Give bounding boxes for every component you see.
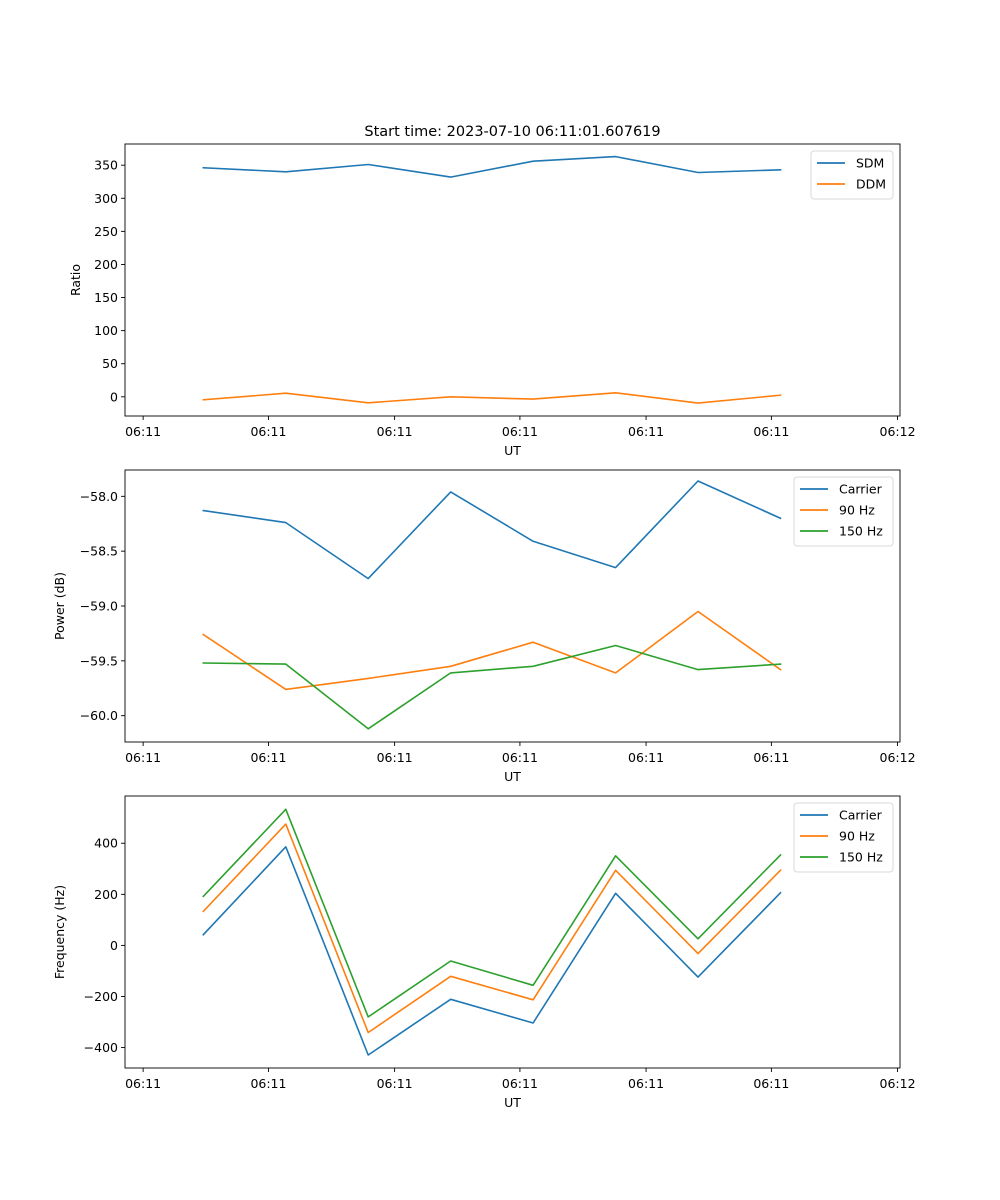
x-tick-label: 06:11 (628, 424, 664, 439)
y-tick-label: 300 (94, 191, 118, 206)
y-tick-label: 200 (94, 887, 118, 902)
x-tick-label: 06:11 (628, 1076, 664, 1091)
x-tick-label: 06:11 (502, 424, 538, 439)
x-tick-label: 06:11 (502, 1076, 538, 1091)
y-tick-label: 250 (94, 224, 118, 239)
legend-label: 90 Hz (839, 503, 875, 518)
x-tick-label: 06:11 (502, 750, 538, 765)
series-line-150-hz (202, 808, 782, 1018)
y-tick-label: −400 (84, 1040, 118, 1055)
y-tick-label: −200 (84, 989, 118, 1004)
y-tick-label: 0 (110, 938, 118, 953)
x-tick-label: 06:11 (377, 424, 413, 439)
legend-box (793, 476, 894, 547)
x-tick-label: 06:11 (125, 424, 161, 439)
series-line-150-hz (202, 644, 782, 730)
x-tick-label: 06:12 (880, 1076, 916, 1091)
series-line-carrier (202, 845, 782, 1056)
series-line-ddm (202, 391, 782, 404)
x-tick-label: 06:11 (753, 424, 789, 439)
y-axis-label: Frequency (Hz) (52, 885, 67, 979)
x-axis-label: UT (504, 443, 521, 458)
y-axis-label: Ratio (68, 264, 83, 296)
y-tick-label: −59.5 (80, 653, 118, 668)
x-tick-label: 06:11 (753, 750, 789, 765)
x-tick-label: 06:11 (250, 424, 286, 439)
x-tick-label: 06:11 (377, 1076, 413, 1091)
y-tick-label: 350 (94, 158, 118, 173)
power-panel: −60.0 −59.5 −59.0 −58.5 −58.0 06:11 06:11 06:11… (52, 469, 916, 784)
y-tick-label: 200 (94, 257, 118, 272)
legend-label: 90 Hz (839, 829, 875, 844)
x-tick-label: 06:11 (753, 1076, 789, 1091)
y-tick-label: −59.0 (80, 599, 118, 614)
legend-label: 150 Hz (839, 850, 883, 865)
y-tick-label: 0 (110, 389, 118, 404)
y-tick-label: 100 (94, 323, 118, 338)
x-tick-label: 06:12 (880, 424, 916, 439)
x-tick-label: 06:11 (628, 750, 664, 765)
x-axis-label: UT (504, 1095, 521, 1110)
legend-label: DDM (856, 177, 886, 192)
y-axis-label: Power (dB) (52, 572, 67, 640)
x-tick-label: 06:11 (250, 1076, 286, 1091)
figure-title: Start time: 2023-07-10 06:11:01.607619 (364, 124, 660, 140)
axes-frame (124, 143, 901, 417)
legend: Carrier 90 Hz 150 Hz (793, 802, 894, 873)
legend-label: SDM (856, 156, 884, 171)
x-tick-label: 06:11 (377, 750, 413, 765)
x-tick-label: 06:11 (125, 750, 161, 765)
axes-frame (124, 795, 901, 1069)
y-tick-label: 400 (94, 836, 118, 851)
legend: SDM DDM (810, 150, 894, 200)
y-tick-label: −58.5 (80, 544, 118, 559)
series-line-carrier (202, 480, 782, 580)
legend: Carrier 90 Hz 150 Hz (793, 476, 894, 547)
y-tick-label: 150 (94, 290, 118, 305)
frequency-panel: −400 −200 0 200 400 06:11 06:11 06:11 06:11 06:11… (52, 795, 916, 1110)
y-tick-label: 50 (102, 356, 118, 371)
series-line-90-hz (202, 610, 782, 691)
axes-frame (124, 469, 901, 743)
y-tick-label: −60.0 (80, 708, 118, 723)
x-tick-label: 06:11 (250, 750, 286, 765)
x-tick-label: 06:12 (880, 750, 916, 765)
x-tick-label: 06:11 (125, 1076, 161, 1091)
series-line-90-hz (202, 823, 782, 1034)
y-tick-label: −58.0 (80, 489, 118, 504)
ratio-panel: 0 50 100 150 200 250 300 350 06:11 06:11 06:11 06:1… (68, 143, 916, 458)
legend-label: 150 Hz (839, 524, 883, 539)
legend-box (793, 802, 894, 873)
legend-label: Carrier (839, 482, 883, 497)
x-axis-label: UT (504, 769, 521, 784)
series-line-sdm (202, 155, 782, 178)
legend-label: Carrier (839, 808, 883, 823)
